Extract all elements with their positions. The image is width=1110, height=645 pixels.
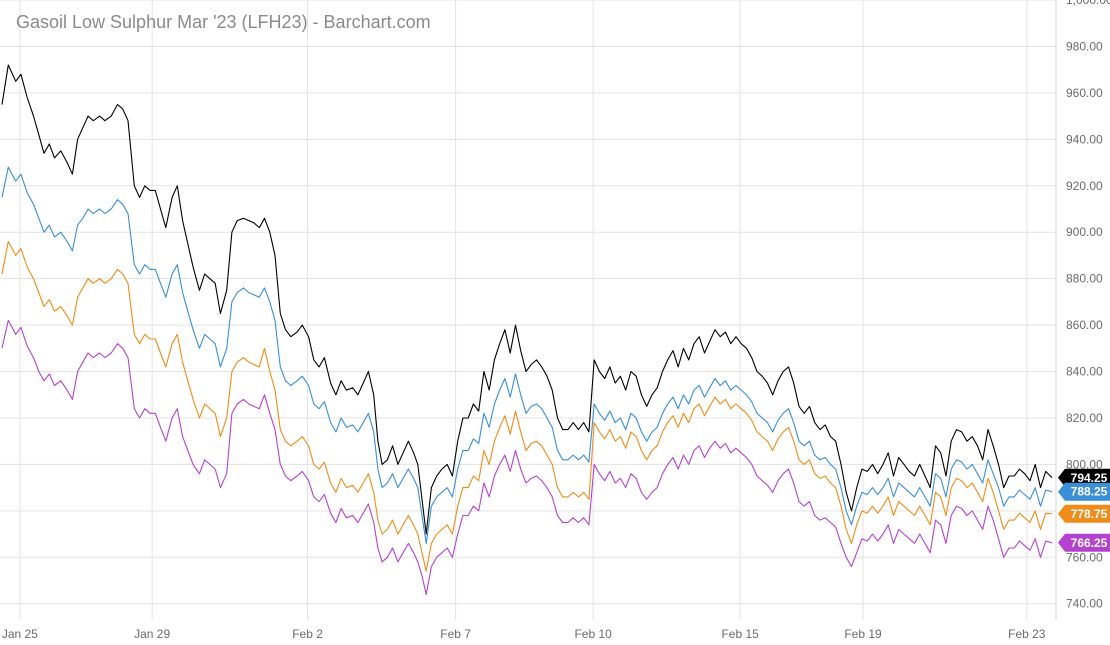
last-price-label-1: 794.25 bbox=[1071, 471, 1108, 485]
x-tick-label: Feb 10 bbox=[574, 627, 612, 641]
y-tick-label: 860.00 bbox=[1066, 318, 1103, 332]
series-line-2 bbox=[1, 166, 1053, 544]
chart-title: Gasoil Low Sulphur Mar '23 (LFH23) - Bar… bbox=[16, 12, 431, 32]
series-lines bbox=[1, 64, 1053, 596]
y-tick-label: 960.00 bbox=[1066, 86, 1103, 100]
series-line-3 bbox=[1, 240, 1053, 572]
y-tick-label: 760.00 bbox=[1066, 550, 1103, 564]
last-price-label-2: 788.25 bbox=[1071, 485, 1108, 499]
x-tick-label: Feb 7 bbox=[440, 627, 471, 641]
x-axis-ticks: Jan 25 Jan 29 Feb 2 Feb 7 Feb 10 Feb 15 Feb 19… bbox=[2, 627, 1046, 641]
last-price-flag-3 bbox=[1058, 504, 1110, 523]
y-tick-label: 940.00 bbox=[1066, 132, 1103, 146]
x-tick-label: Feb 2 bbox=[292, 627, 323, 641]
last-price-flag-2 bbox=[1058, 482, 1110, 501]
y-tick-label: 800.00 bbox=[1066, 457, 1103, 471]
y-tick-label: 880.00 bbox=[1066, 272, 1103, 286]
last-price-label-4: 766.25 bbox=[1071, 536, 1108, 550]
x-tick-label: Jan 29 bbox=[134, 627, 170, 641]
series-line-4 bbox=[1, 319, 1053, 596]
x-tick-label: Feb 23 bbox=[1008, 627, 1046, 641]
y-tick-label: 920.00 bbox=[1066, 179, 1103, 193]
series-line-1 bbox=[1, 64, 1053, 535]
last-price-flag-1 bbox=[1058, 468, 1110, 487]
x-tick-label: Jan 25 bbox=[2, 627, 38, 641]
last-price-label-3: 778.75 bbox=[1071, 507, 1108, 521]
y-tick-label: 740.00 bbox=[1066, 597, 1103, 611]
grid bbox=[0, 0, 1056, 620]
y-tick-label: 1,000.00 bbox=[1066, 0, 1110, 7]
y-tick-label: 820.00 bbox=[1066, 411, 1103, 425]
x-tick-label: Feb 19 bbox=[844, 627, 882, 641]
y-tick-label: 900.00 bbox=[1066, 225, 1103, 239]
x-tick-label: Feb 15 bbox=[721, 627, 759, 641]
y-tick-label: 840.00 bbox=[1066, 365, 1103, 379]
y-tick-label: 980.00 bbox=[1066, 39, 1103, 53]
last-price-flag-4 bbox=[1058, 533, 1110, 552]
